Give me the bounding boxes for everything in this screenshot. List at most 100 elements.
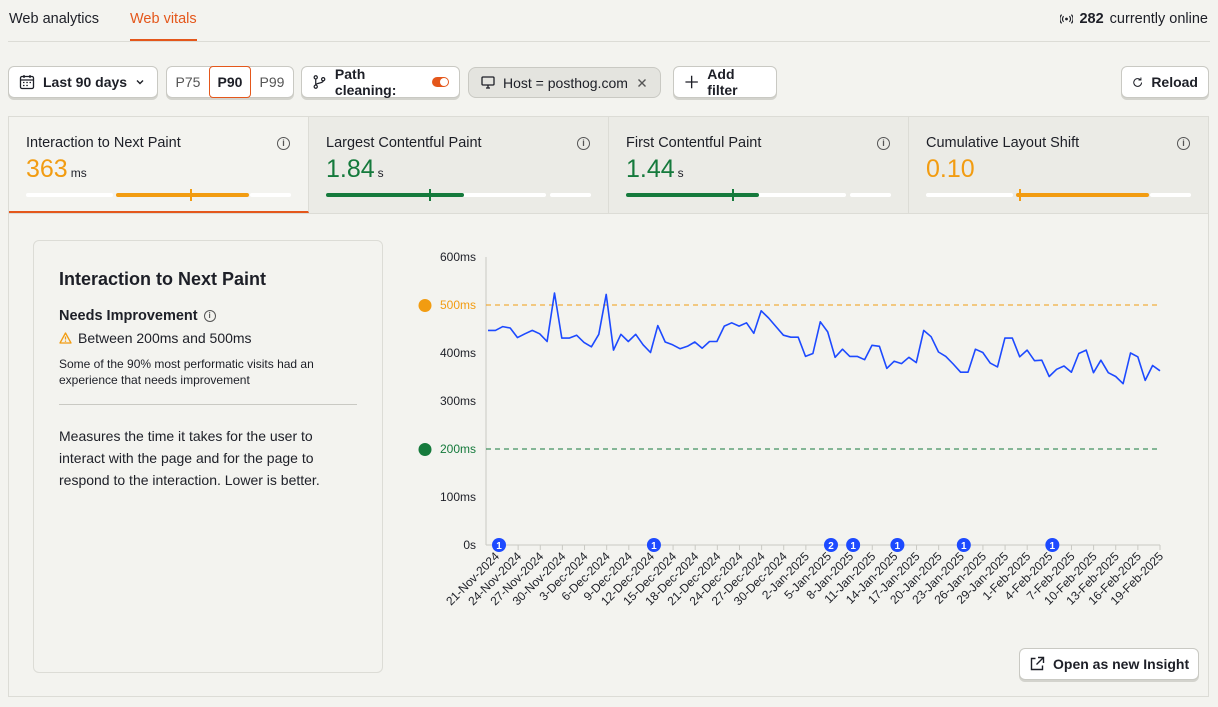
info-icon[interactable]: i [203, 310, 216, 322]
annotation-badge [824, 538, 838, 552]
metric-value: 0.10 [926, 155, 975, 183]
add-filter-label: Add filter [707, 66, 738, 98]
tabs-divider [8, 41, 1210, 42]
metric-card[interactable]: First Contentful Paint i 1.44 s [609, 117, 909, 213]
range-line: Between 200ms and 500ms [59, 330, 357, 346]
annotation-count: 2 [828, 541, 834, 552]
live-broadcast-icon [1060, 14, 1074, 24]
metric-card[interactable]: Largest Contentful Paint i 1.84 s [309, 117, 609, 213]
tab-web-analytics[interactable]: Web analytics [9, 11, 99, 27]
y-tick-label: 600ms [440, 250, 476, 264]
threshold-segment [26, 193, 114, 197]
info-icon[interactable]: i [1177, 137, 1190, 150]
annotation-count: 1 [961, 541, 967, 552]
open-as-insight-label: Open as new Insight [1053, 656, 1190, 672]
inp-trend-chart: 0s100ms200ms300ms400ms500ms600ms21-Nov-2… [418, 250, 1166, 608]
annotation-badge [1045, 538, 1060, 552]
annotation-badge [956, 538, 971, 552]
value-marker [732, 189, 734, 201]
plus-icon [685, 75, 698, 89]
description-title: Interaction to Next Paint [59, 269, 267, 289]
y-tick-label: 300ms [440, 394, 476, 408]
annotation-badge [846, 538, 861, 552]
info-icon[interactable]: i [877, 137, 890, 150]
threshold-segment [926, 193, 1014, 197]
metric-threshold-bar [626, 189, 891, 201]
annotation-count: 1 [850, 541, 856, 552]
metric-value-row: 1.84 s [326, 155, 591, 187]
host-filter-label: Host = posthog.com [503, 74, 628, 91]
range-label: Between 200ms and 500ms [78, 330, 252, 346]
host-filter-chip[interactable]: Host = posthog.com [468, 67, 661, 98]
active-tab-indicator [130, 39, 197, 41]
percentile-p90[interactable]: P90 [209, 66, 251, 98]
y-tick-label: 400ms [440, 346, 476, 360]
annotation-badge [492, 538, 506, 552]
annotation-count: 1 [1050, 541, 1056, 552]
threshold-fill [326, 193, 464, 197]
metric-threshold-bar [326, 189, 591, 201]
reload-button[interactable]: Reload [1121, 66, 1209, 98]
annotation-count: 1 [651, 541, 657, 552]
threshold-fill [116, 193, 249, 197]
annotation-count: 1 [496, 541, 502, 552]
online-indicator: 282 currently online [1060, 11, 1208, 27]
y-tick-label: 100ms [440, 490, 476, 504]
metric-name: First Contentful Paint [626, 135, 762, 151]
warning-icon [59, 332, 72, 344]
info-icon[interactable]: i [577, 137, 590, 150]
info-icon[interactable]: i [277, 137, 290, 150]
online-count: 282 [1079, 11, 1104, 27]
value-marker [429, 189, 432, 201]
top-tabs: Web analytics Web vitals 282 currently o… [0, 0, 1218, 42]
threshold-dot [418, 299, 432, 312]
metric-unit: s [677, 166, 684, 180]
percentile-selector: P75 P90 P99 [166, 66, 294, 98]
refresh-icon [1133, 77, 1143, 87]
tab-web-vitals[interactable]: Web vitals [130, 11, 197, 27]
status-note: Some of the 90% most performatic visits … [59, 356, 357, 405]
threshold-segment [549, 193, 591, 197]
metric-card[interactable]: Cumulative Layout Shift i 0.10 [909, 117, 1208, 213]
metric-explanation: Measures the time it takes for the user … [59, 428, 320, 488]
path-cleaning-toggle[interactable] [432, 77, 449, 87]
open-as-insight-button[interactable]: Open as new Insight [1019, 648, 1200, 680]
metric-name: Cumulative Layout Shift [926, 135, 1080, 151]
threshold-segment [717, 193, 846, 197]
add-filter-button[interactable]: Add filter [673, 66, 777, 98]
percentile-p75[interactable]: P75 [175, 74, 201, 90]
y-tick-label: 500ms [440, 298, 476, 312]
annotation-count: 1 [895, 541, 901, 552]
path-cleaning-label: Path cleaning: [334, 66, 397, 98]
metric-value: 1.84 [326, 155, 375, 183]
threshold-dot [418, 443, 432, 456]
threshold-segment [849, 193, 891, 197]
reload-label: Reload [1151, 74, 1198, 90]
status-line: Needs Improvement i [59, 308, 357, 324]
value-marker [190, 189, 193, 201]
metric-name: Interaction to Next Paint [26, 135, 181, 151]
inp-series-line [488, 292, 1161, 385]
annotation-badge [890, 538, 905, 552]
percentile-p99[interactable]: P99 [259, 74, 285, 90]
date-range-button[interactable]: Last 90 days [8, 66, 158, 98]
external-link-icon [1030, 656, 1045, 671]
metric-value: 363 [26, 155, 68, 183]
threshold-fill [626, 193, 759, 197]
date-range-label: Last 90 days [43, 74, 128, 90]
y-tick-label: 0s [463, 538, 476, 552]
metric-card[interactable]: Interaction to Next Paint i 363 ms [9, 117, 309, 213]
metric-cards: Interaction to Next Paint i 363 ms Largest C… [8, 116, 1209, 214]
path-cleaning-button[interactable]: Path cleaning: [301, 66, 460, 98]
metric-threshold-bar [26, 189, 291, 201]
close-icon[interactable] [636, 77, 648, 89]
y-tick-label: 200ms [440, 442, 476, 456]
metric-value: 1.44 [626, 155, 675, 183]
git-branch-icon [313, 75, 326, 89]
status-label: Needs Improvement [59, 308, 198, 324]
online-label: currently online [1109, 11, 1208, 27]
metric-description-card: Interaction to Next Paint Needs Improvem… [33, 240, 383, 673]
annotation-badge [646, 538, 661, 552]
metric-threshold-bar [926, 189, 1191, 201]
metric-value-row: 1.44 s [626, 155, 891, 187]
